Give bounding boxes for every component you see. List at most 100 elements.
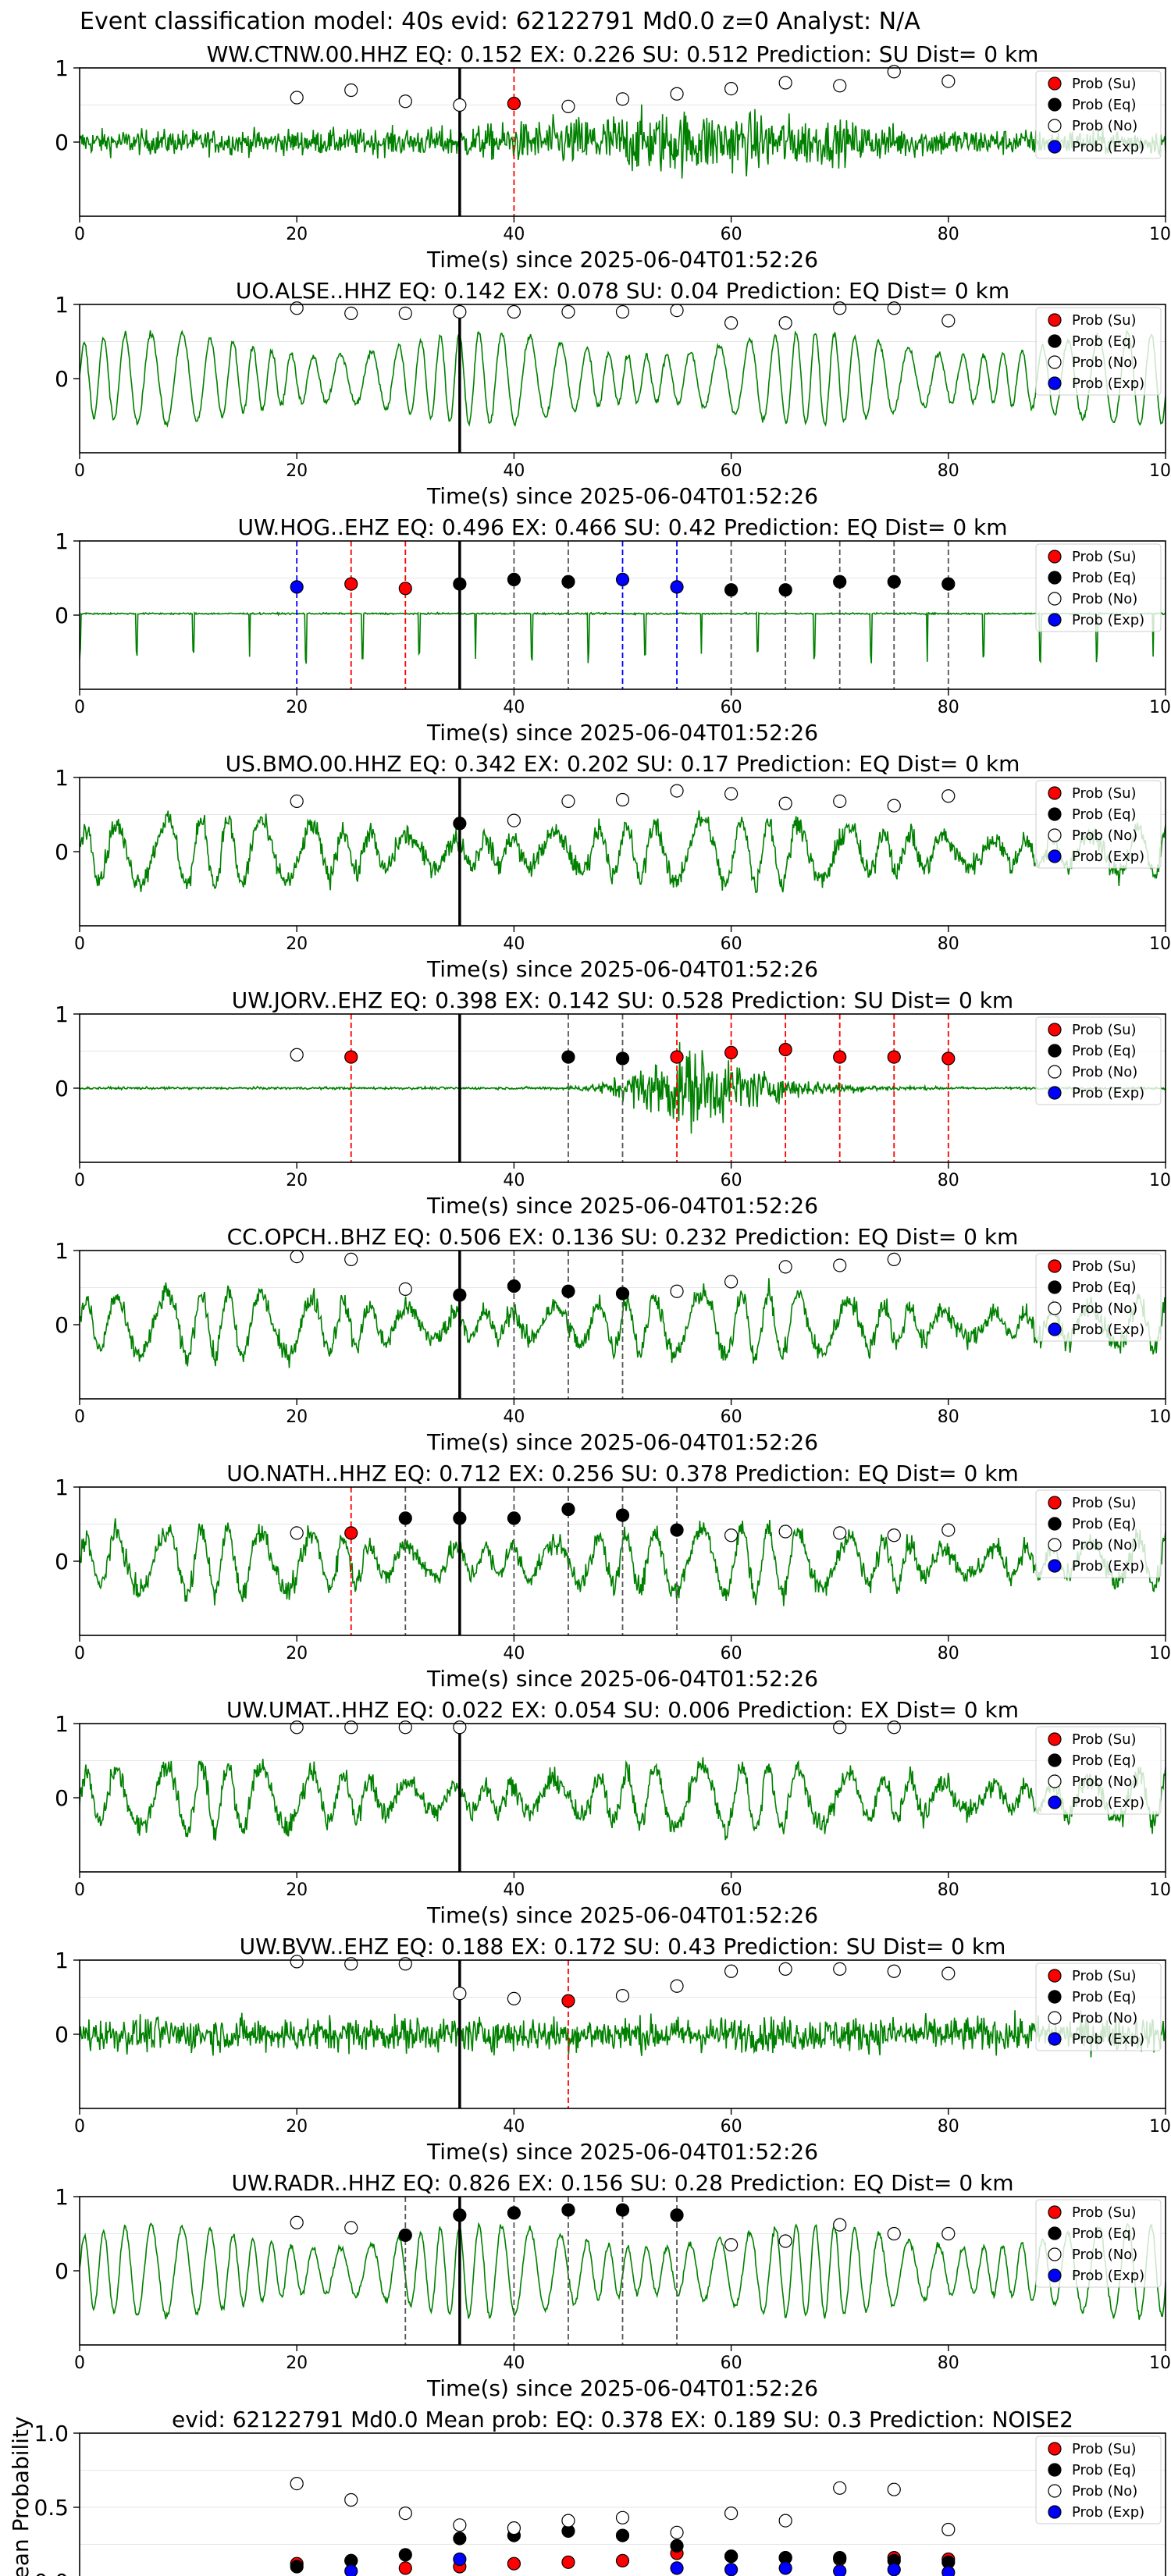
legend-label: Prob (Exp) — [1072, 2031, 1144, 2048]
prob-marker-eq — [561, 1502, 575, 1517]
prob-marker-su — [398, 582, 412, 596]
x-tick-label: 40 — [503, 1880, 525, 1900]
panel-title: evid: 62122791 Md0.0 Mean prob: EQ: 0.37… — [172, 2407, 1073, 2432]
legend-label: Prob (Su) — [1072, 1731, 1137, 1748]
x-axis-label: Time(s) since 2025-06-04T01:52:26 — [426, 1666, 818, 1692]
prob-marker-eq — [561, 1284, 575, 1298]
legend-label: Prob (Eq) — [1072, 97, 1137, 113]
mean-prob-point-no — [941, 2522, 956, 2537]
x-tick-label: 60 — [721, 2354, 742, 2373]
waveform-trace — [80, 329, 1166, 428]
legend-marker-su — [1048, 76, 1062, 91]
prob-marker-no — [344, 306, 358, 320]
mean-prob-point-eq — [290, 2560, 304, 2574]
mean-prob-point-no — [887, 2482, 901, 2496]
x-axis-label: Time(s) since 2025-06-04T01:52:26 — [426, 1429, 818, 1455]
x-tick-label: 20 — [286, 1644, 308, 1663]
prob-marker-su — [724, 1045, 739, 1060]
y-axis-label: Mean Probability — [8, 2416, 34, 2576]
prob-marker-no — [887, 1720, 901, 1735]
legend-marker-exp — [1048, 2505, 1062, 2519]
prob-marker-no — [941, 314, 956, 328]
panel-title: UO.NATH..HHZ EQ: 0.712 EX: 0.256 SU: 0.3… — [226, 1461, 1018, 1486]
legend-marker-eq — [1048, 1044, 1062, 1058]
prob-marker-eq — [561, 575, 575, 589]
prob-marker-no — [453, 98, 467, 112]
y-tick-label: 1 — [55, 1711, 69, 1737]
x-tick-label: 100 — [1149, 698, 1171, 717]
waveform-trace — [80, 2222, 1166, 2320]
y-tick-label: 1 — [55, 2184, 69, 2210]
prob-marker-no — [941, 2226, 956, 2241]
x-tick-label: 40 — [503, 698, 525, 717]
legend-marker-no — [1048, 2247, 1062, 2261]
x-tick-label: 80 — [938, 2354, 959, 2373]
legend-marker-no — [1048, 355, 1062, 369]
prob-marker-no — [398, 1957, 412, 1971]
prob-marker-no — [833, 1962, 847, 1976]
y-tick-label: 0 — [55, 2022, 69, 2048]
x-tick-label: 0 — [74, 1171, 85, 1190]
x-axis-label: Time(s) since 2025-06-04T01:52:26 — [426, 956, 818, 982]
legend-label: Prob (Eq) — [1072, 1279, 1137, 1296]
legend-marker-eq — [1048, 807, 1062, 821]
legend-label: Prob (Eq) — [1072, 2462, 1137, 2478]
panel-title: CC.OPCH..BHZ EQ: 0.506 EX: 0.136 SU: 0.2… — [227, 1224, 1019, 1250]
prob-marker-su — [344, 1050, 358, 1064]
prob-marker-no — [290, 301, 304, 315]
panel-title: UW.UMAT..HHZ EQ: 0.022 EX: 0.054 SU: 0.0… — [226, 1697, 1019, 1723]
legend-label: Prob (Eq) — [1072, 333, 1137, 350]
y-tick-label: 0 — [55, 839, 69, 865]
prob-marker-su — [833, 1050, 847, 1064]
legend-label: Prob (Exp) — [1072, 139, 1144, 155]
x-tick-label: 60 — [721, 1880, 742, 1900]
prob-marker-no — [290, 1249, 304, 1264]
legend-box — [1035, 307, 1162, 396]
mean-prob-point-exp — [453, 2552, 467, 2567]
legend-marker-no — [1048, 2484, 1062, 2498]
prob-marker-no — [290, 794, 304, 809]
legend-marker-eq — [1048, 2226, 1062, 2240]
legend-box — [1035, 1253, 1162, 1342]
legend-label: Prob (Su) — [1072, 1258, 1137, 1275]
prob-marker-eq — [453, 817, 467, 831]
legend: Prob (Su) Prob (Eq) Prob (No) Prob (Exp) — [1035, 2199, 1162, 2288]
mean-prob-point-exp — [670, 2561, 684, 2575]
x-tick-label: 20 — [286, 2117, 308, 2137]
waveform-trace — [80, 104, 1166, 179]
legend-box — [1035, 1016, 1162, 1105]
prob-marker-no — [290, 91, 304, 105]
legend-label: Prob (Su) — [1072, 2204, 1137, 2221]
legend-label: Prob (No) — [1072, 1300, 1137, 1317]
prob-marker-no — [398, 94, 412, 109]
prob-marker-eq — [507, 1279, 521, 1293]
x-tick-label: 100 — [1149, 1171, 1171, 1190]
legend-marker-eq — [1048, 1990, 1062, 2004]
prob-marker-eq — [615, 1286, 630, 1300]
y-tick-label: 0.0 — [34, 2569, 69, 2576]
mean-prob-point-su — [398, 2561, 412, 2575]
prob-marker-no — [670, 784, 684, 798]
prob-marker-no — [290, 1526, 304, 1540]
prob-marker-no — [941, 1966, 956, 1980]
prob-marker-eq — [453, 1511, 467, 1525]
legend-marker-no — [1048, 1065, 1062, 1079]
x-tick-label: 80 — [938, 1171, 959, 1190]
legend-label: Prob (Su) — [1072, 1495, 1137, 1511]
mean-prob-point-exp — [778, 2561, 792, 2575]
legend-marker-eq — [1048, 2463, 1062, 2477]
prob-marker-no — [561, 794, 575, 809]
legend-label: Prob (Eq) — [1072, 1989, 1137, 2005]
prob-marker-no — [833, 2218, 847, 2232]
legend-marker-su — [1048, 1259, 1062, 1273]
prob-marker-no — [290, 1048, 304, 1062]
x-tick-label: 100 — [1149, 1644, 1171, 1663]
legend-marker-exp — [1048, 1559, 1062, 1573]
prob-marker-no — [453, 1720, 467, 1735]
prob-marker-no — [778, 316, 792, 330]
legend-label: Prob (Eq) — [1072, 806, 1137, 823]
panel-title: UW.HOG..EHZ EQ: 0.496 EX: 0.466 SU: 0.42… — [237, 514, 1007, 540]
mean-prob-point-no — [561, 2514, 575, 2528]
prob-marker-no — [290, 1955, 304, 1969]
x-tick-label: 100 — [1149, 2117, 1171, 2137]
